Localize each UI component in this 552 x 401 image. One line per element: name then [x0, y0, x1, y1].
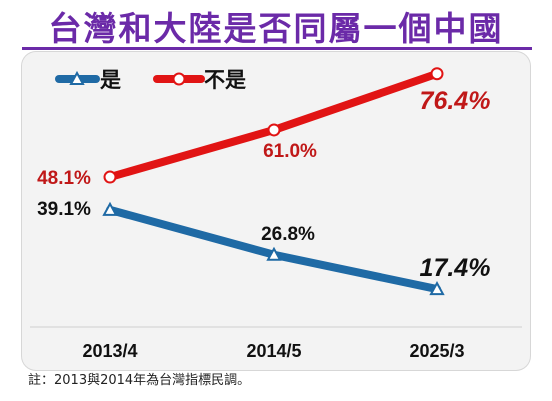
- data-point-no: [430, 67, 444, 81]
- data-point-no: [103, 170, 117, 184]
- legend-label-yes: 是: [100, 68, 121, 92]
- title-divider: [22, 47, 532, 50]
- legend-marker-yes: [69, 70, 85, 85]
- legend-label-no: 不是: [204, 68, 246, 92]
- data-point-no: [267, 123, 281, 137]
- data-point-yes: [102, 201, 118, 216]
- x-tick-label: 2025/3: [409, 341, 464, 361]
- chart-title: 台灣和大陸是否同屬一個中國: [48, 9, 504, 48]
- data-label: 17.4%: [420, 254, 491, 282]
- data-label: 61.0%: [263, 141, 317, 162]
- data-label: 26.8%: [261, 224, 315, 245]
- data-label: 76.4%: [420, 87, 491, 115]
- data-label: 39.1%: [37, 199, 91, 220]
- x-tick-label: 2013/4: [82, 341, 137, 361]
- data-point-yes: [429, 281, 445, 296]
- data-label: 48.1%: [37, 168, 91, 189]
- data-point-yes: [266, 246, 282, 261]
- legend-marker-no: [172, 72, 186, 86]
- source-note: 註：2013與2014年為台灣指標民調。: [28, 373, 251, 388]
- x-tick-label: 2014/5: [246, 341, 301, 361]
